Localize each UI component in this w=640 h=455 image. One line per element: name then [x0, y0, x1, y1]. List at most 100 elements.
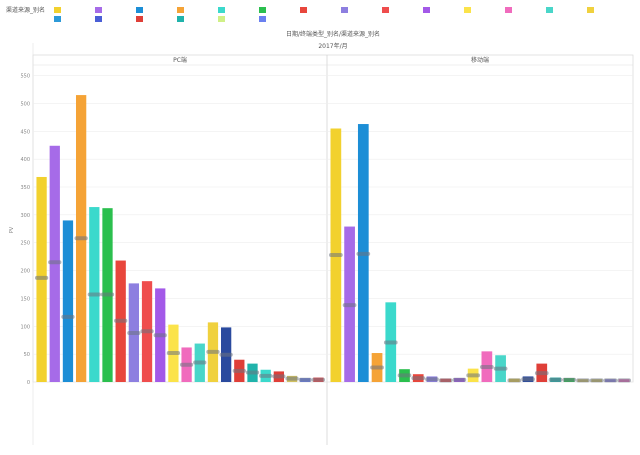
- legend-item[interactable]: [54, 15, 64, 23]
- y-tick-label: 300: [20, 213, 30, 219]
- legend-item[interactable]: [54, 6, 64, 14]
- bar-marker: [259, 373, 273, 378]
- y-tick-label: 450: [20, 129, 30, 135]
- legend-swatch: [95, 7, 102, 13]
- bar-marker: [562, 377, 577, 382]
- legend-item[interactable]: [382, 6, 392, 14]
- panel-headers: PC端 移动端: [173, 56, 489, 64]
- bars: [36, 95, 630, 383]
- legend-item[interactable]: [505, 6, 515, 14]
- bar-marker: [521, 377, 535, 382]
- y-tick-label: 400: [20, 157, 30, 163]
- legend-item[interactable]: [341, 6, 351, 14]
- y-tick-label: 50: [24, 352, 30, 358]
- bar-marker: [576, 378, 590, 383]
- bar-marker: [507, 378, 522, 383]
- bar-marker: [370, 365, 384, 370]
- legend-swatch: [177, 7, 184, 13]
- bar-marker: [74, 236, 88, 241]
- legend-item[interactable]: [177, 15, 187, 23]
- bar-marker: [397, 373, 412, 378]
- legend-swatch: [341, 7, 348, 13]
- bar-marker: [466, 373, 480, 378]
- bar-marker: [285, 376, 299, 381]
- legend-item[interactable]: [259, 6, 269, 14]
- bar-marker: [140, 329, 154, 334]
- panel-title: PC端: [173, 56, 187, 64]
- legend-swatch: [259, 16, 266, 22]
- bar-marker: [311, 377, 326, 382]
- legend-item[interactable]: [95, 6, 105, 14]
- bar-marker: [245, 370, 260, 375]
- bar-marker: [383, 340, 398, 345]
- legend-item[interactable]: [136, 6, 146, 14]
- legend-swatch: [259, 7, 266, 13]
- y-tick-label: 150: [20, 296, 30, 302]
- legend-swatch: [95, 16, 102, 22]
- legend-swatch: [54, 16, 61, 22]
- legend-swatch: [464, 7, 471, 13]
- legend-swatch: [136, 16, 143, 22]
- legend-swatch: [505, 7, 512, 13]
- markers: [34, 236, 631, 383]
- bar: [62, 220, 74, 382]
- bar-marker: [298, 377, 312, 382]
- bar-marker: [603, 378, 618, 383]
- bar-marker: [100, 292, 115, 297]
- y-tick-label: 200: [20, 269, 30, 275]
- bar-marker: [411, 376, 426, 381]
- bar-marker: [452, 377, 467, 382]
- bar-marker: [166, 351, 181, 356]
- bar-marker: [206, 349, 220, 354]
- legend-title: 渠道来源_别名: [6, 7, 46, 14]
- legend-item[interactable]: [423, 6, 433, 14]
- legend-item[interactable]: [546, 6, 556, 14]
- legend-item[interactable]: [259, 15, 269, 23]
- y-tick-label: 100: [20, 324, 30, 330]
- legend-item[interactable]: [464, 6, 474, 14]
- chart-title: 日期/终端类型_别名/渠道来源_别名: [286, 30, 380, 38]
- legend-item[interactable]: [177, 6, 187, 14]
- bar-marker: [232, 368, 246, 373]
- bar-marker: [61, 314, 75, 319]
- bar-marker: [329, 252, 343, 257]
- bar-marker: [127, 330, 141, 335]
- legend-item[interactable]: [587, 6, 597, 14]
- legend-swatch: [218, 16, 225, 22]
- bar-marker: [87, 292, 101, 297]
- bar-marker: [48, 260, 62, 265]
- bar-marker: [480, 364, 494, 369]
- legend-item[interactable]: [136, 15, 146, 23]
- y-tick-label: 0: [27, 380, 30, 386]
- bar-marker: [548, 377, 563, 382]
- bar-marker: [534, 371, 549, 376]
- legend-swatch: [300, 7, 307, 13]
- legend-item[interactable]: [218, 15, 228, 23]
- panel-title: 移动端: [471, 56, 489, 64]
- bar-marker: [425, 377, 439, 382]
- legend-item[interactable]: [218, 6, 228, 14]
- bar-marker: [114, 318, 128, 323]
- bar-marker: [272, 374, 286, 379]
- y-tick-label: 350: [20, 185, 30, 191]
- bar-marker: [438, 378, 453, 383]
- bar-marker: [493, 366, 508, 371]
- legend: 渠道来源_别名: [4, 4, 636, 28]
- bar-marker: [193, 360, 207, 365]
- legend-swatch: [177, 16, 184, 22]
- bar-marker: [153, 333, 167, 338]
- y-tick-label: 550: [20, 74, 30, 80]
- legend-swatch: [54, 7, 61, 13]
- bar-marker: [34, 275, 49, 280]
- bar-marker: [617, 378, 631, 383]
- legend-swatch: [587, 7, 594, 13]
- y-tick-label: 500: [20, 101, 30, 107]
- legend-swatch: [136, 7, 143, 13]
- legend-item[interactable]: [300, 6, 310, 14]
- chart-subtitle: 2017年/月: [318, 42, 347, 50]
- bar-marker: [179, 362, 194, 367]
- legend-swatch: [423, 7, 430, 13]
- legend-item[interactable]: [95, 15, 105, 23]
- bar-marker: [342, 303, 357, 308]
